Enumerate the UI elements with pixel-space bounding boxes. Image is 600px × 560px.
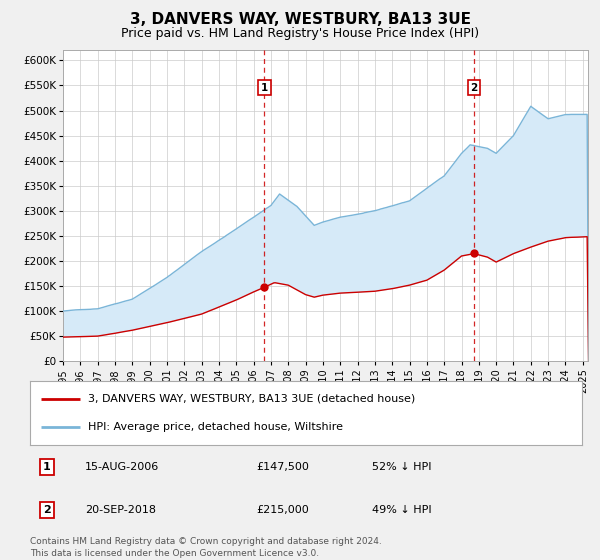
Text: 15-AUG-2006: 15-AUG-2006 — [85, 462, 160, 472]
Text: £215,000: £215,000 — [256, 505, 309, 515]
Text: Contains HM Land Registry data © Crown copyright and database right 2024.
This d: Contains HM Land Registry data © Crown c… — [30, 537, 382, 558]
Text: 3, DANVERS WAY, WESTBURY, BA13 3UE (detached house): 3, DANVERS WAY, WESTBURY, BA13 3UE (deta… — [88, 394, 415, 404]
Text: HPI: Average price, detached house, Wiltshire: HPI: Average price, detached house, Wilt… — [88, 422, 343, 432]
Text: 2: 2 — [470, 83, 478, 93]
Text: 1: 1 — [43, 462, 50, 472]
Text: 49% ↓ HPI: 49% ↓ HPI — [372, 505, 432, 515]
Text: Price paid vs. HM Land Registry's House Price Index (HPI): Price paid vs. HM Land Registry's House … — [121, 27, 479, 40]
Text: 20-SEP-2018: 20-SEP-2018 — [85, 505, 156, 515]
Text: 2: 2 — [43, 505, 50, 515]
Text: 1: 1 — [261, 83, 268, 93]
Text: £147,500: £147,500 — [256, 462, 309, 472]
Text: 52% ↓ HPI: 52% ↓ HPI — [372, 462, 432, 472]
Text: 3, DANVERS WAY, WESTBURY, BA13 3UE: 3, DANVERS WAY, WESTBURY, BA13 3UE — [130, 12, 470, 27]
